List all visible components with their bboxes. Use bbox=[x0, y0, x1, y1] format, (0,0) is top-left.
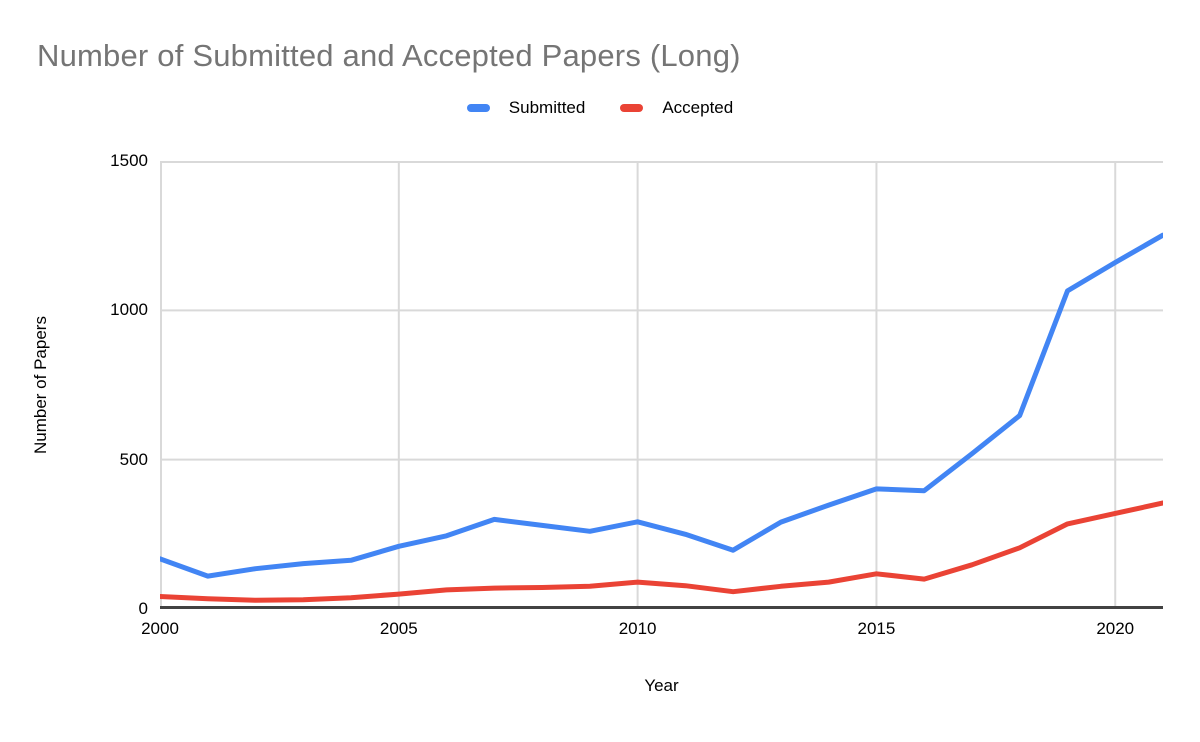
plot-svg bbox=[160, 161, 1163, 609]
legend-label-submitted: Submitted bbox=[508, 98, 586, 117]
chart-title: Number of Submitted and Accepted Papers … bbox=[37, 38, 741, 73]
x-tick-label-2005: 2005 bbox=[379, 619, 418, 638]
x-tick-label-2000: 2000 bbox=[141, 619, 179, 638]
accepted-series-swatch-icon bbox=[620, 104, 644, 112]
y-axis-title: Number of Papers bbox=[31, 316, 50, 454]
x-axis-title: Year bbox=[644, 676, 679, 695]
y-tick-label-0: 0 bbox=[138, 599, 148, 618]
y-tick-label-1500: 1500 bbox=[110, 151, 148, 170]
y-tick-label-1000: 1000 bbox=[110, 300, 148, 320]
y-tick-label-500: 500 bbox=[119, 449, 148, 469]
legend-item-accepted: Accepted bbox=[620, 98, 733, 118]
legend-item-submitted: Submitted bbox=[466, 98, 586, 118]
submitted-line bbox=[160, 232, 1163, 579]
accepted-line bbox=[160, 500, 1163, 603]
x-tick-label-2010: 2010 bbox=[618, 619, 657, 638]
x-tick-label-2015: 2015 bbox=[857, 619, 896, 638]
plot-area bbox=[160, 161, 1163, 609]
legend-label-accepted: Accepted bbox=[662, 98, 734, 117]
submitted-series-swatch-icon bbox=[466, 104, 490, 112]
x-tick-label-2020: 2020 bbox=[1096, 619, 1135, 638]
legend: Submitted Accepted bbox=[0, 96, 1200, 120]
